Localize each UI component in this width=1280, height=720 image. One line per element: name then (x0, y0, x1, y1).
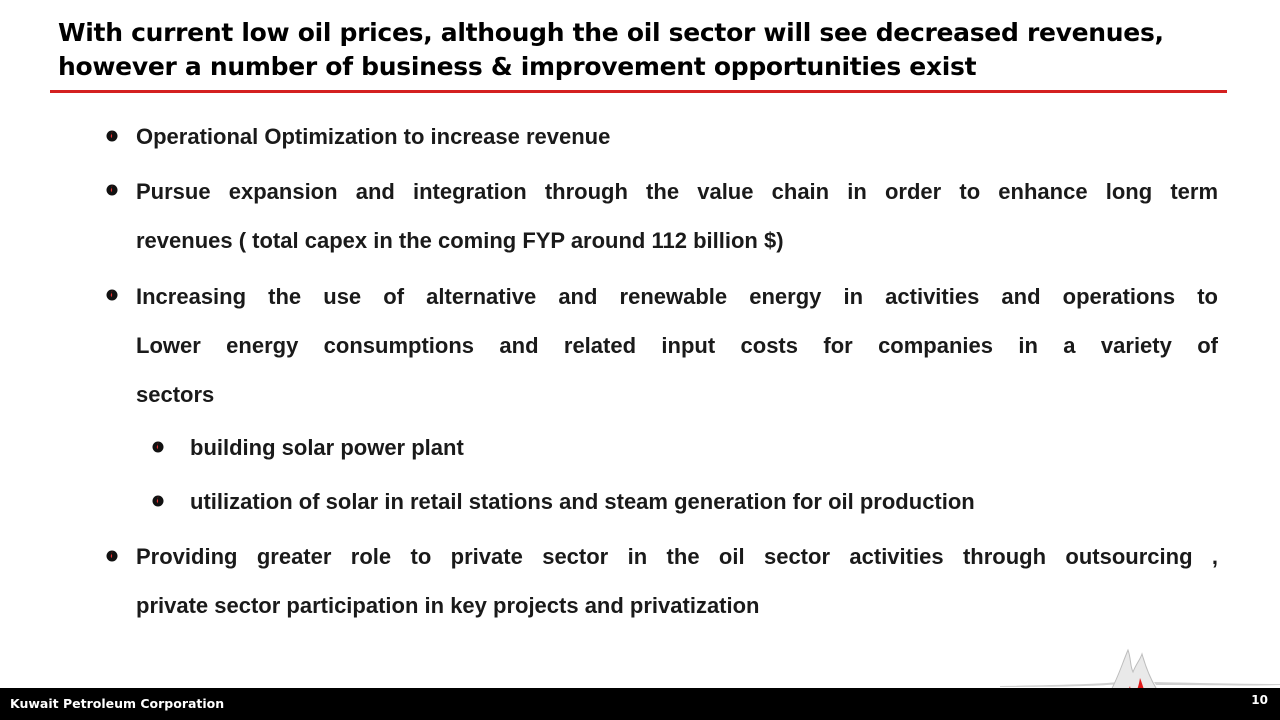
flame-drop-bullet-icon (152, 441, 164, 453)
bullet-3-line-2: Lower energy consumptions and related in… (136, 333, 1218, 358)
slide-title: With current low oil prices, although th… (58, 16, 1218, 84)
footer-company-name: Kuwait Petroleum Corporation (10, 696, 225, 711)
bullet-4-line-2: private sector participation in key proj… (136, 593, 760, 618)
title-line-2: however a number of business & improveme… (58, 52, 977, 81)
bullet-2-line-2: revenues ( total capex in the coming FYP… (136, 228, 784, 253)
bullet-item-4: Providing greater role to private sector… (136, 532, 1218, 630)
sub-bullet-2-line-1: utilization of solar in retail stations … (190, 489, 975, 514)
bullet-item-1: Operational Optimization to increase rev… (136, 112, 1218, 161)
flame-drop-bullet-icon (106, 130, 118, 142)
sub-bullet-item-2: utilization of solar in retail stations … (190, 477, 1218, 526)
flame-drop-bullet-icon (106, 289, 118, 301)
bullet-1-line-1: Operational Optimization to increase rev… (136, 124, 611, 149)
bullet-2-line-1: Pursue expansion and integration through… (136, 179, 1218, 204)
sub-bullet-1-line-1: building solar power plant (190, 435, 464, 460)
title-line-1: With current low oil prices, although th… (58, 18, 1164, 47)
flame-drop-bullet-icon (106, 184, 118, 196)
bullet-item-3: Increasing the use of alternative and re… (136, 272, 1218, 419)
flame-drop-bullet-icon (106, 550, 118, 562)
footer-bar (0, 688, 1280, 720)
bullet-3-line-3: sectors (136, 382, 215, 407)
bullet-4-line-1: Providing greater role to private sector… (136, 544, 1218, 569)
page-number: 10 (1251, 693, 1268, 707)
bullet-item-2: Pursue expansion and integration through… (136, 167, 1218, 265)
flame-drop-bullet-icon (152, 495, 164, 507)
sub-bullet-item-1: building solar power plant (190, 423, 1218, 472)
bullet-3-line-1: Increasing the use of alternative and re… (136, 284, 1218, 309)
title-divider (50, 90, 1227, 93)
